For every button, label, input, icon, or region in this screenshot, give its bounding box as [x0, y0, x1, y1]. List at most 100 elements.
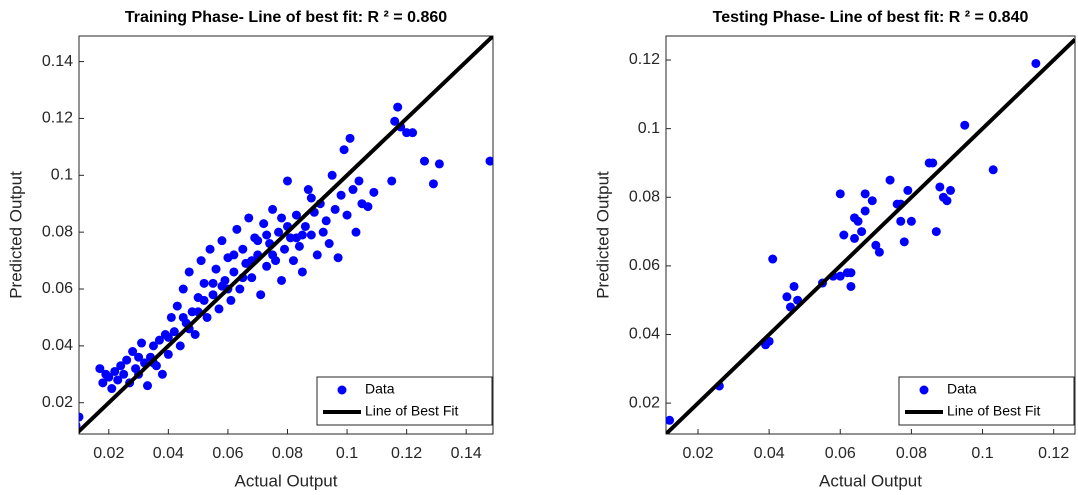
y-tick-label: 0.06 — [42, 280, 73, 297]
data-point — [79, 412, 84, 422]
data-point — [175, 341, 185, 351]
data-point — [199, 295, 209, 305]
data-point — [274, 227, 284, 237]
data-point — [163, 332, 173, 342]
legend-label: Data — [947, 381, 977, 397]
data-point — [666, 415, 675, 425]
data-point — [110, 366, 120, 376]
legend-swatch — [337, 385, 347, 395]
x-tick-label: 0.06 — [212, 445, 243, 462]
data-point — [885, 175, 895, 185]
data-point — [419, 156, 429, 166]
data-point — [928, 158, 938, 168]
data-point — [835, 271, 845, 281]
data-point — [134, 352, 144, 362]
x-tick-label: 0.02 — [93, 445, 124, 462]
data-point — [351, 227, 361, 237]
data-point — [318, 227, 328, 237]
y-tick-label: 0.1 — [51, 167, 73, 184]
fit-line — [666, 37, 1075, 434]
data-point — [342, 210, 352, 220]
data-point — [262, 261, 272, 271]
y-tick-label: 0.02 — [629, 394, 660, 411]
plot-marks — [79, 36, 493, 434]
data-point — [942, 196, 952, 206]
chart: 0.02 0.04 0.06 0.08 0.1 0.12 0.02 0.04 0.06 0.08 0… — [593, 9, 1076, 490]
data-point — [163, 349, 173, 359]
data-point — [849, 233, 859, 243]
data-point — [205, 244, 215, 254]
data-point — [262, 230, 272, 240]
data-point — [297, 267, 307, 277]
data-point — [253, 236, 263, 246]
fit-line — [79, 36, 493, 434]
data-point — [282, 176, 292, 186]
data-point — [1031, 58, 1041, 68]
data-point — [172, 301, 182, 311]
data-point — [345, 133, 355, 143]
data-point — [232, 224, 242, 234]
x-axis-label: Actual Output — [819, 471, 922, 490]
data-point — [860, 206, 870, 216]
x-tick-label: 0.08 — [896, 445, 927, 462]
data-point — [330, 204, 340, 214]
data-point — [235, 284, 245, 294]
data-point — [116, 361, 126, 371]
data-point — [768, 254, 778, 264]
data-point — [899, 237, 909, 247]
x-tick-label: 0.1 — [971, 445, 993, 462]
data-point — [79, 422, 81, 429]
data-point — [303, 185, 313, 195]
data-point — [336, 190, 346, 200]
x-tick-label: 0.12 — [391, 445, 422, 462]
chart-title: Testing Phase- Line of best fit: R ² = 0… — [713, 9, 1029, 26]
data-point — [294, 241, 304, 251]
data-point — [935, 182, 945, 192]
data-point — [853, 216, 863, 226]
y-tick-label: 0.02 — [42, 394, 73, 411]
data-point — [208, 290, 218, 300]
data-point — [434, 159, 444, 169]
data-point — [202, 312, 212, 322]
y-axis-label: Predicted Output — [6, 171, 25, 299]
data-point — [119, 369, 129, 379]
data-point — [321, 216, 331, 226]
data-point — [157, 369, 167, 379]
data-point — [143, 381, 153, 391]
data-point — [217, 281, 227, 291]
x-tick-label: 0.14 — [451, 445, 482, 462]
x-tick-label: 0.02 — [682, 445, 713, 462]
y-tick-label: 0.04 — [629, 326, 660, 343]
data-point — [408, 128, 418, 138]
chart: 0.02 0.04 0.06 0.08 0.1 0.12 0.14 0.02 0.04 0.06 0… — [6, 9, 494, 490]
data-point — [387, 176, 397, 186]
chart-title: Training Phase- Line of best fit: R ² = … — [125, 9, 447, 26]
data-point — [217, 236, 227, 246]
y-tick-label: 0.12 — [42, 110, 73, 127]
data-point — [306, 193, 316, 203]
data-point — [354, 176, 364, 186]
legend-label: Data — [365, 381, 395, 397]
data-point — [238, 244, 248, 254]
data-point — [312, 250, 322, 260]
data-point — [154, 335, 164, 345]
data-point — [839, 230, 849, 240]
data-point — [428, 179, 438, 189]
data-point — [931, 227, 941, 237]
data-point — [906, 216, 916, 226]
data-point — [327, 170, 337, 180]
data-point — [122, 355, 132, 365]
data-point — [196, 256, 206, 266]
data-point — [184, 267, 194, 277]
data-point — [214, 304, 224, 314]
data-point — [348, 185, 358, 195]
data-point — [244, 213, 254, 223]
data-point — [104, 372, 114, 382]
data-point — [98, 378, 108, 388]
data-point — [229, 267, 239, 277]
x-tick-label: 0.04 — [153, 445, 184, 462]
data-point — [190, 330, 200, 339]
data-point — [268, 204, 278, 214]
data-point — [229, 250, 239, 260]
data-point — [199, 278, 209, 288]
